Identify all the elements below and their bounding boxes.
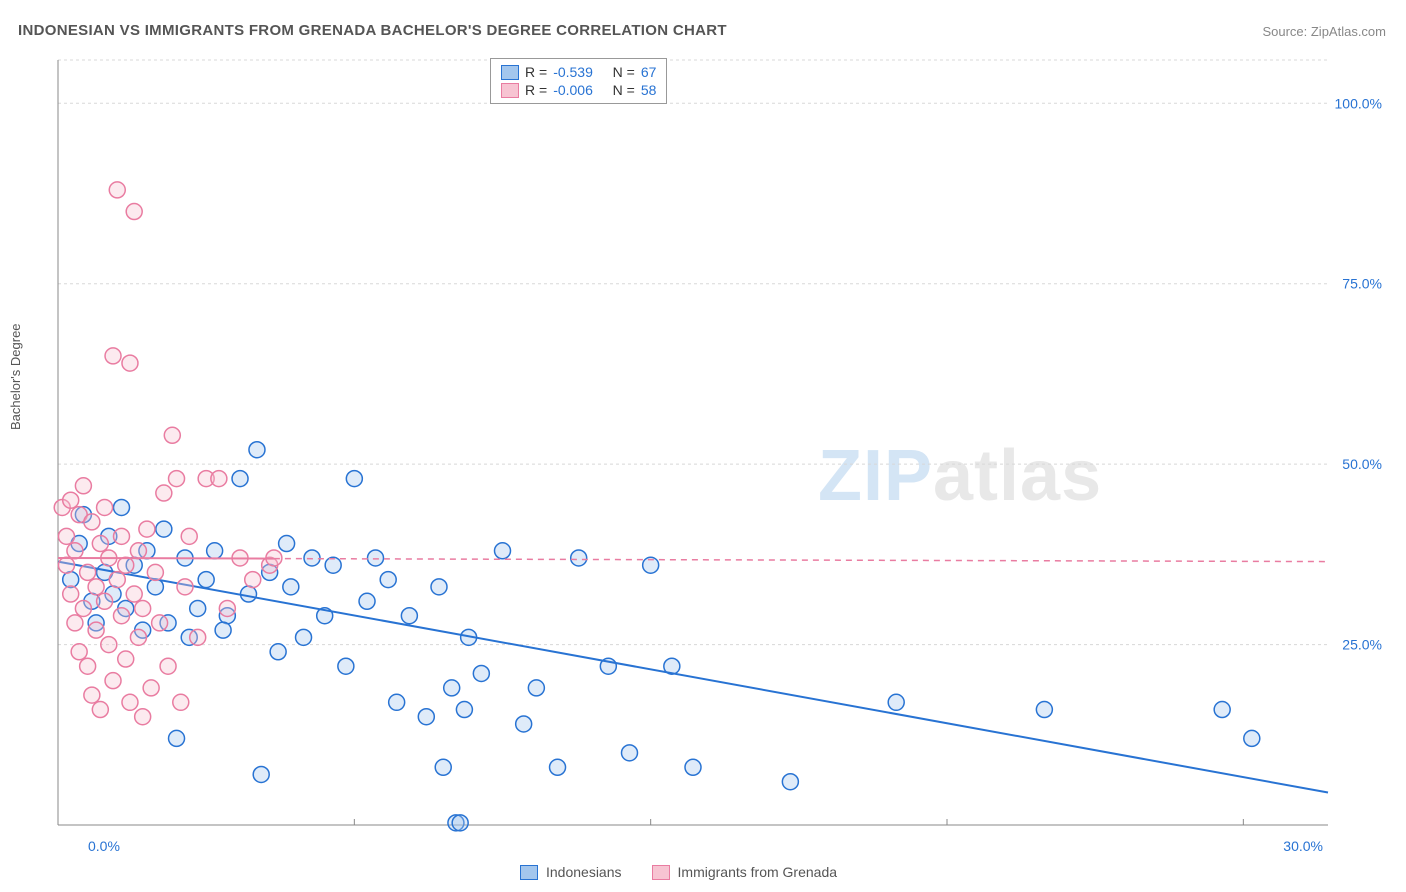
chart-area: ZIPatlas 25.0%50.0%75.0%100.0%0.0%30.0% bbox=[48, 55, 1388, 855]
swatch-indonesians-icon bbox=[520, 865, 538, 880]
r-value-grenada: -0.006 bbox=[553, 82, 593, 98]
r-label: R = bbox=[525, 82, 547, 98]
svg-text:50.0%: 50.0% bbox=[1342, 456, 1382, 472]
n-label: N = bbox=[613, 82, 635, 98]
n-value-indonesians: 67 bbox=[641, 64, 657, 80]
legend-correlation-box: R = -0.539 N = 67 R = -0.006 N = 58 bbox=[490, 58, 667, 104]
r-value-indonesians: -0.539 bbox=[553, 64, 593, 80]
r-label: R = bbox=[525, 64, 547, 80]
n-label: N = bbox=[613, 64, 635, 80]
n-value-grenada: 58 bbox=[641, 82, 657, 98]
legend-series: Indonesians Immigrants from Grenada bbox=[520, 864, 837, 880]
svg-text:75.0%: 75.0% bbox=[1342, 276, 1382, 292]
svg-text:25.0%: 25.0% bbox=[1342, 637, 1382, 653]
source-link[interactable]: ZipAtlas.com bbox=[1311, 24, 1386, 39]
chart-title: INDONESIAN VS IMMIGRANTS FROM GRENADA BA… bbox=[18, 22, 727, 39]
legend-row-indonesians: R = -0.539 N = 67 bbox=[501, 63, 656, 81]
svg-text:0.0%: 0.0% bbox=[88, 838, 120, 854]
svg-text:100.0%: 100.0% bbox=[1335, 95, 1382, 111]
swatch-indonesians bbox=[501, 65, 519, 80]
svg-text:30.0%: 30.0% bbox=[1283, 838, 1323, 854]
legend-row-grenada: R = -0.006 N = 58 bbox=[501, 81, 656, 99]
y-axis-label: Bachelor's Degree bbox=[8, 323, 23, 430]
legend-label-indonesians: Indonesians bbox=[546, 864, 622, 880]
source-label: Source: bbox=[1262, 24, 1310, 39]
legend-label-grenada: Immigrants from Grenada bbox=[678, 864, 838, 880]
scatter-plot: 25.0% 50.0% 75.0% 100.0% 0.0% 30.0% bbox=[48, 55, 1388, 855]
legend-item-indonesians: Indonesians bbox=[520, 864, 622, 880]
swatch-grenada-icon bbox=[652, 865, 670, 880]
legend-item-grenada: Immigrants from Grenada bbox=[652, 864, 838, 880]
swatch-grenada bbox=[501, 83, 519, 98]
source-attribution: Source: ZipAtlas.com bbox=[1262, 24, 1386, 39]
